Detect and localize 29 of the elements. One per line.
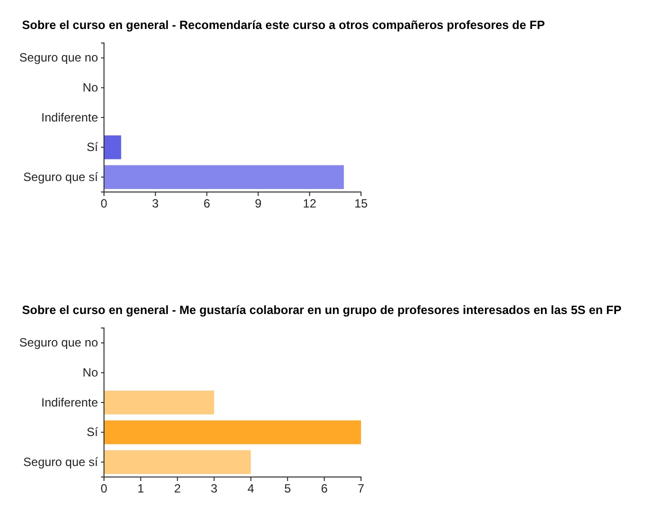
y-tick-label: Indiferente [41,110,98,124]
x-tick-label: 3 [210,482,218,496]
x-tick-label: 0 [100,196,108,211]
x-tick-label: 15 [354,196,368,211]
y-tick-label: Seguro que sí [23,170,99,184]
x-tick-label: 9 [254,196,262,211]
y-tick-label: Seguro que sí [23,454,99,469]
y-tick-label: Indiferente [41,395,98,410]
y-tick-label: Seguro que no [19,50,98,65]
chart-title: Sobre el curso en general - Me gustaría colaborar en un grupo de profesores interesados en las 5S en FP [22,303,622,317]
y-tick-label: Sí [86,140,99,154]
x-tick-label: 1 [137,482,144,496]
x-tick-label: 5 [284,482,292,496]
bar [104,450,251,474]
x-tick-label: 3 [152,196,160,211]
chart-title: Sobre el curso en general - Recomendaría este curso a otros compañeros profesores de FP [22,18,545,32]
y-tick-label: No [82,80,98,95]
x-tick-label: 12 [302,196,317,211]
bar [104,390,214,414]
x-tick-label: 6 [203,196,210,211]
y-tick-label: Seguro que no [19,336,98,350]
y-tick-label: Sí [86,425,99,440]
bar [104,420,361,444]
x-tick-label: 0 [100,482,108,496]
x-tick-label: 2 [174,482,182,496]
x-tick-label: 6 [320,482,328,496]
x-tick-label: 7 [358,482,365,496]
x-tick-label: 4 [248,482,255,496]
y-tick-label: No [82,366,98,380]
